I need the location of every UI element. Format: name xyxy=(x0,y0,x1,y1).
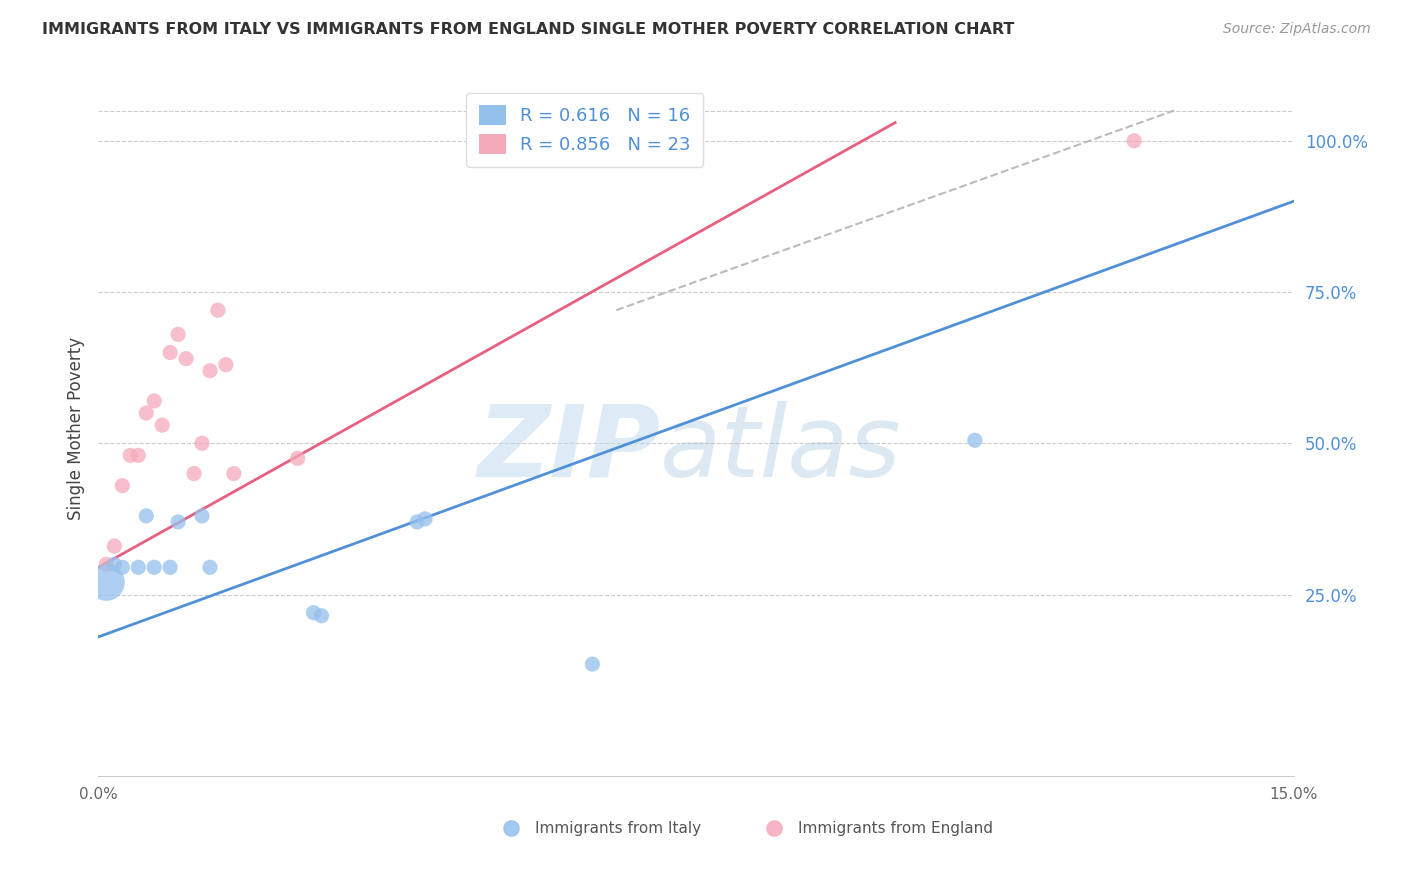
Y-axis label: Single Mother Poverty: Single Mother Poverty xyxy=(66,336,84,520)
Point xyxy=(96,575,118,590)
Point xyxy=(135,406,157,420)
Point xyxy=(413,512,436,526)
Point xyxy=(167,515,190,529)
Point xyxy=(103,558,125,572)
Point xyxy=(183,467,205,481)
Point xyxy=(207,303,229,318)
Point xyxy=(96,558,118,572)
Point xyxy=(287,451,309,466)
Point xyxy=(215,358,238,372)
Point xyxy=(1123,134,1146,148)
Point xyxy=(605,134,627,148)
Text: atlas: atlas xyxy=(661,401,901,498)
Text: Immigrants from Italy: Immigrants from Italy xyxy=(534,821,700,836)
Point xyxy=(191,508,214,523)
Point xyxy=(159,345,181,359)
Point xyxy=(150,418,173,433)
Point xyxy=(120,449,142,463)
Text: IMMIGRANTS FROM ITALY VS IMMIGRANTS FROM ENGLAND SINGLE MOTHER POVERTY CORRELATI: IMMIGRANTS FROM ITALY VS IMMIGRANTS FROM… xyxy=(42,22,1015,37)
Point xyxy=(222,467,245,481)
Point xyxy=(143,393,166,408)
Point xyxy=(581,657,603,672)
Point xyxy=(311,608,333,623)
Point xyxy=(645,134,668,148)
Point xyxy=(191,436,214,450)
Point xyxy=(167,327,190,342)
Point xyxy=(198,560,221,574)
Point xyxy=(143,560,166,574)
Text: Source: ZipAtlas.com: Source: ZipAtlas.com xyxy=(1223,22,1371,37)
Point xyxy=(963,434,986,448)
Point xyxy=(174,351,197,366)
Point xyxy=(159,560,181,574)
Point xyxy=(111,478,134,492)
Text: ZIP: ZIP xyxy=(477,401,661,498)
Point xyxy=(103,539,125,553)
Point xyxy=(135,508,157,523)
Point xyxy=(565,134,588,148)
Point xyxy=(111,560,134,574)
Point xyxy=(302,606,325,620)
Text: Immigrants from England: Immigrants from England xyxy=(797,821,993,836)
Point xyxy=(198,364,221,378)
Point xyxy=(406,515,429,529)
Point xyxy=(589,134,612,148)
Legend: R = 0.616   N = 16, R = 0.856   N = 23: R = 0.616 N = 16, R = 0.856 N = 23 xyxy=(465,93,703,167)
Point xyxy=(127,560,149,574)
Point xyxy=(127,449,149,463)
